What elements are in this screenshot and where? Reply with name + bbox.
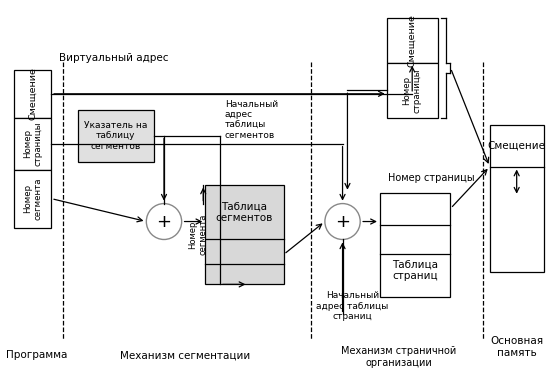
Text: Основная
память: Основная память [491, 336, 544, 358]
Bar [387, 18, 438, 63]
Text: Таблица
сегментов: Таблица сегментов [216, 202, 273, 223]
Text: Номер
сегмента: Номер сегмента [23, 177, 42, 220]
Text: Номер
страницы: Номер страницы [23, 121, 42, 166]
Text: Смещение: Смещение [408, 14, 417, 67]
Text: Начальный
адрес
таблицы
сегментов: Начальный адрес таблицы сегментов [225, 100, 278, 140]
Bar [205, 185, 284, 285]
Bar [14, 118, 51, 170]
Text: Виртуальный адрес: Виртуальный адрес [59, 53, 169, 63]
Text: Механизм страничной
организации: Механизм страничной организации [341, 347, 456, 368]
Text: +: + [156, 213, 171, 230]
Text: Указатель на
таблицу
сегментов: Указатель на таблицу сегментов [84, 121, 148, 151]
Bar [14, 170, 51, 227]
Bar [380, 193, 451, 298]
Bar [14, 70, 51, 118]
Text: +: + [335, 213, 350, 230]
Text: Номер
страницы: Номер страницы [403, 68, 422, 112]
Text: Номер страницы: Номер страницы [388, 173, 474, 183]
Text: Смещение: Смещение [28, 68, 37, 120]
Text: Номер
сегмента: Номер сегмента [187, 214, 207, 255]
Bar [490, 125, 544, 272]
Text: Начальный
адрес таблицы
страниц: Начальный адрес таблицы страниц [316, 292, 389, 321]
Text: Смещение: Смещение [488, 141, 546, 151]
Text: Программа: Программа [6, 350, 67, 360]
Bar [387, 63, 438, 118]
Text: Таблица
страниц: Таблица страниц [392, 260, 438, 281]
Text: Механизм сегментации: Механизм сегментации [121, 350, 251, 360]
Bar [77, 110, 154, 162]
